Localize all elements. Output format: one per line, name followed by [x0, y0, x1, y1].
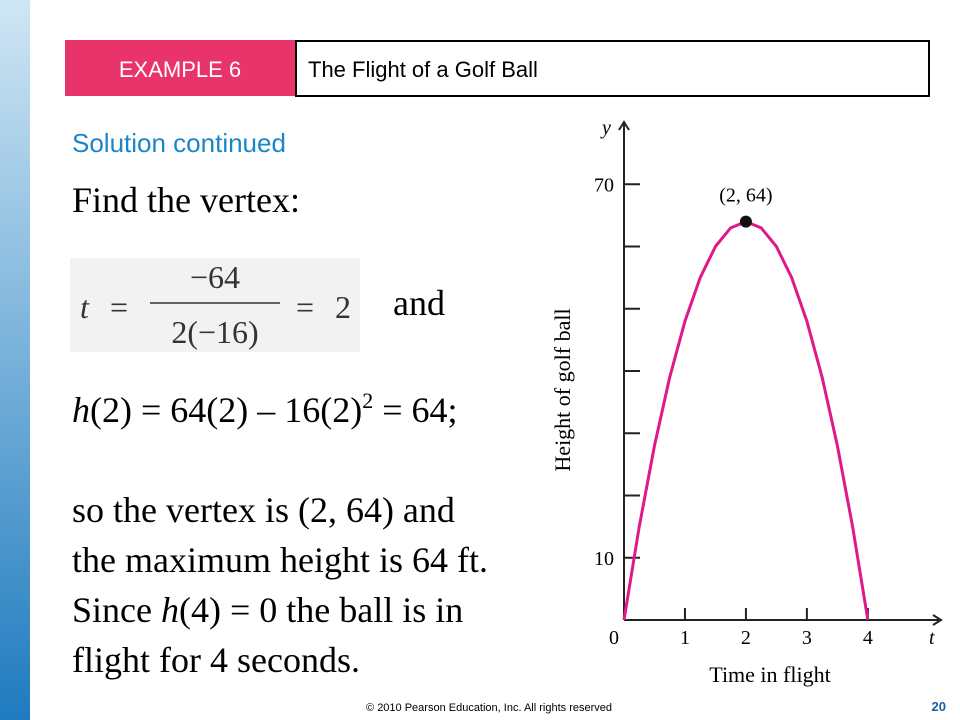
text-line: so the vertex is (2, 64) and [72, 490, 455, 530]
exponent: 2 [362, 388, 373, 413]
y-tick-label: 70 [594, 174, 614, 196]
text-part: (4) = 0 the ball is in [179, 590, 463, 630]
subtitle: Solution continued [72, 128, 286, 158]
step: Find the vertex: [72, 180, 300, 220]
x-arrow [932, 614, 943, 626]
eq-part: (2) = 64(2) – 16(2) [90, 390, 362, 430]
y-tick-label: 10 [594, 548, 614, 570]
x-tick-label: 3 [802, 627, 812, 649]
copyright: © 2010 Pearson Education, Inc. All right… [366, 702, 612, 714]
chart: t y 0 1 2 3 4 10 70 Height of golf ball Time in fl… [540, 112, 945, 690]
y-arrow [618, 120, 630, 131]
equals: = [296, 289, 314, 325]
var: t [80, 289, 90, 325]
text-line: flight for 4 seconds. [72, 640, 360, 680]
x-tick-label: 1 [680, 627, 690, 649]
x-tick-label: 2 [741, 627, 751, 649]
tag: EXAMPLE 6 [119, 57, 241, 82]
x-tick-label: 4 [863, 627, 873, 649]
title-box [295, 40, 930, 97]
h: h [72, 390, 90, 430]
text-line: Since h(4) = 0 the ball is in [72, 590, 463, 630]
height-equation: h(2) = 64(2) – 16(2)2 = 64; [72, 388, 458, 430]
equals: = [110, 289, 128, 325]
text-part: Since [72, 590, 161, 630]
equation-box [70, 258, 360, 352]
y-axis-letter: y [600, 117, 611, 139]
numerator: −64 [190, 259, 240, 295]
text-line: the maximum height is 64 ft. [72, 540, 488, 580]
chart-bg [540, 112, 945, 690]
denominator: 2(−16) [171, 314, 258, 350]
point-label: (2, 64) [719, 185, 772, 207]
x-axis-label: Time in flight [709, 662, 830, 687]
h: h [161, 590, 179, 630]
and: and [393, 283, 445, 323]
page-number: 20 [932, 699, 946, 714]
x-axis-letter: t [929, 627, 935, 649]
result: 2 [335, 289, 351, 325]
tag-box [65, 40, 296, 96]
vertex-point [739, 215, 752, 228]
x-tick-label: 0 [609, 627, 619, 649]
y-axis-label: Height of golf ball [550, 308, 575, 471]
side-bar [0, 0, 30, 720]
eq-part: = 64; [373, 390, 457, 430]
title: The Flight of a Golf Ball [308, 57, 538, 82]
